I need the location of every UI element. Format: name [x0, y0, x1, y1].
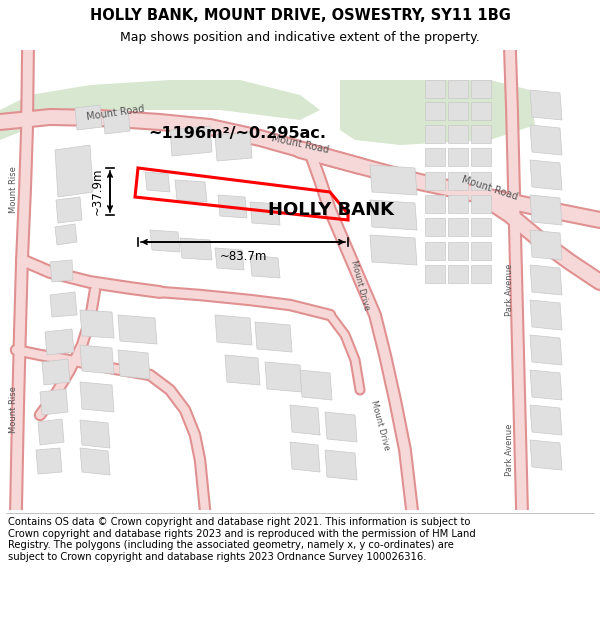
Polygon shape — [290, 442, 320, 472]
Polygon shape — [530, 405, 562, 435]
Polygon shape — [425, 195, 445, 213]
Polygon shape — [530, 125, 562, 155]
Polygon shape — [118, 350, 150, 379]
Polygon shape — [448, 172, 468, 190]
Polygon shape — [150, 230, 180, 252]
Polygon shape — [448, 148, 468, 166]
Text: Mount Rise: Mount Rise — [10, 166, 19, 213]
Polygon shape — [325, 450, 357, 480]
Polygon shape — [218, 195, 247, 218]
Text: Mount Drive: Mount Drive — [369, 399, 391, 451]
Polygon shape — [225, 355, 260, 385]
Polygon shape — [448, 218, 468, 236]
Polygon shape — [50, 260, 73, 282]
Polygon shape — [530, 265, 562, 295]
Polygon shape — [45, 329, 74, 355]
Polygon shape — [370, 200, 417, 230]
Polygon shape — [36, 448, 62, 474]
Polygon shape — [290, 405, 320, 435]
Text: Mount Road: Mount Road — [461, 174, 520, 202]
Polygon shape — [425, 265, 445, 283]
Polygon shape — [471, 242, 491, 260]
Text: HOLLY BANK: HOLLY BANK — [268, 201, 394, 219]
Polygon shape — [145, 172, 170, 192]
Polygon shape — [55, 224, 77, 245]
Polygon shape — [530, 440, 562, 470]
Text: Mount Road: Mount Road — [85, 104, 145, 122]
Text: ~37.9m: ~37.9m — [91, 168, 104, 215]
Polygon shape — [325, 412, 357, 442]
Polygon shape — [425, 172, 445, 190]
Polygon shape — [448, 242, 468, 260]
Polygon shape — [471, 195, 491, 213]
Text: ~1196m²/~0.295ac.: ~1196m²/~0.295ac. — [148, 126, 326, 141]
Polygon shape — [471, 102, 491, 120]
Polygon shape — [175, 180, 207, 202]
Polygon shape — [448, 102, 468, 120]
Polygon shape — [80, 382, 114, 412]
Text: Map shows position and indicative extent of the property.: Map shows position and indicative extent… — [120, 31, 480, 44]
Polygon shape — [448, 195, 468, 213]
Polygon shape — [471, 172, 491, 190]
Polygon shape — [340, 80, 535, 145]
Text: Mount Rise: Mount Rise — [10, 386, 19, 434]
Polygon shape — [448, 265, 468, 283]
Polygon shape — [80, 310, 114, 338]
Polygon shape — [215, 132, 252, 161]
Polygon shape — [180, 238, 212, 260]
Polygon shape — [425, 242, 445, 260]
Polygon shape — [75, 105, 102, 130]
Polygon shape — [56, 197, 82, 223]
Text: Contains OS data © Crown copyright and database right 2021. This information is : Contains OS data © Crown copyright and d… — [8, 517, 476, 562]
Polygon shape — [530, 160, 562, 190]
Polygon shape — [530, 370, 562, 400]
Polygon shape — [103, 109, 130, 134]
Polygon shape — [425, 80, 445, 98]
Polygon shape — [40, 389, 68, 415]
Polygon shape — [530, 300, 562, 330]
Polygon shape — [530, 195, 562, 225]
Text: Park Avenue: Park Avenue — [505, 264, 515, 316]
Polygon shape — [80, 345, 114, 374]
Polygon shape — [170, 126, 212, 156]
Polygon shape — [55, 145, 93, 197]
Polygon shape — [0, 80, 320, 140]
Polygon shape — [250, 202, 280, 225]
Polygon shape — [42, 359, 70, 385]
Polygon shape — [530, 335, 562, 365]
Polygon shape — [265, 362, 302, 392]
Polygon shape — [38, 419, 64, 445]
Polygon shape — [530, 90, 562, 120]
Polygon shape — [80, 420, 110, 448]
Polygon shape — [370, 165, 417, 195]
Polygon shape — [425, 218, 445, 236]
Polygon shape — [471, 265, 491, 283]
Polygon shape — [300, 370, 332, 400]
Text: Park Avenue: Park Avenue — [505, 424, 515, 476]
Polygon shape — [425, 102, 445, 120]
Polygon shape — [215, 248, 244, 270]
Polygon shape — [448, 125, 468, 143]
Polygon shape — [50, 292, 77, 317]
Polygon shape — [425, 148, 445, 166]
Polygon shape — [370, 235, 417, 265]
Polygon shape — [250, 255, 280, 278]
Polygon shape — [471, 218, 491, 236]
Polygon shape — [471, 80, 491, 98]
Polygon shape — [471, 148, 491, 166]
Text: ~83.7m: ~83.7m — [220, 250, 266, 263]
Polygon shape — [471, 125, 491, 143]
Text: Mount Road: Mount Road — [271, 133, 329, 155]
Polygon shape — [118, 315, 157, 344]
Polygon shape — [448, 80, 468, 98]
Polygon shape — [215, 315, 252, 345]
Polygon shape — [530, 230, 562, 260]
Text: Mount Drive: Mount Drive — [349, 259, 371, 311]
Text: HOLLY BANK, MOUNT DRIVE, OSWESTRY, SY11 1BG: HOLLY BANK, MOUNT DRIVE, OSWESTRY, SY11 … — [89, 8, 511, 22]
Polygon shape — [425, 125, 445, 143]
Polygon shape — [255, 322, 292, 352]
Polygon shape — [80, 448, 110, 475]
